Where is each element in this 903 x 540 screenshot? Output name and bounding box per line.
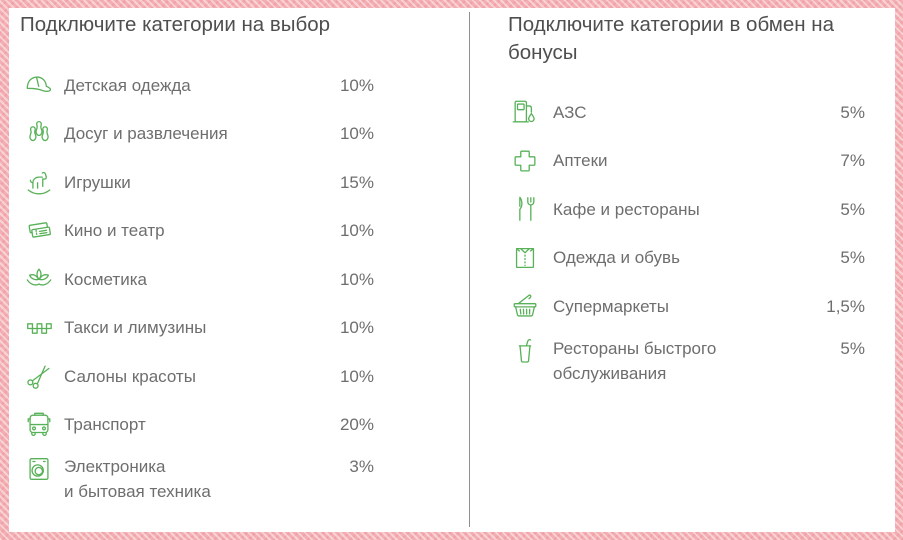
- category-row-elektronika[interactable]: Электроника и бытовая техника 3%: [24, 449, 374, 510]
- category-percent: 5%: [840, 102, 865, 122]
- category-percent: 1,5%: [826, 296, 865, 316]
- category-row-dosug[interactable]: Досуг и развлечения 10%: [24, 110, 374, 159]
- category-row-transport[interactable]: Транспорт 20%: [24, 401, 374, 450]
- shirt-icon: [510, 243, 553, 273]
- category-row-salony[interactable]: Салоны красоты 10%: [24, 352, 374, 401]
- checker-ribbon-icon: [24, 313, 64, 343]
- category-label: Аптеки: [553, 151, 608, 171]
- card-content: Подключите категории на выбор Детская од…: [9, 8, 895, 532]
- category-percent: 5%: [840, 338, 865, 358]
- category-label: Досуг и развлечения: [64, 124, 228, 144]
- category-label: АЗС: [553, 102, 587, 122]
- left-category-list: Детская одежда 10% Досуг и развлечения 1…: [24, 61, 374, 510]
- category-percent: 20%: [339, 415, 374, 435]
- lotus-icon: [24, 264, 64, 294]
- category-percent: 10%: [339, 366, 374, 386]
- category-percent: 5%: [840, 248, 865, 268]
- category-percent: 5%: [840, 199, 865, 219]
- left-column-title: Подключите категории на выбор: [20, 13, 331, 36]
- category-row-apteki[interactable]: Аптеки 7%: [510, 137, 865, 186]
- tickets-icon: [24, 216, 64, 246]
- category-percent: 10%: [339, 124, 374, 144]
- category-label: Супермаркеты: [553, 296, 670, 316]
- scissors-icon: [24, 361, 64, 391]
- category-label: Игрушки: [64, 172, 131, 192]
- basket-icon: [510, 291, 553, 321]
- cap-icon: [24, 70, 64, 100]
- cutlery-icon: [510, 194, 553, 224]
- right-category-list: АЗС 5% Аптеки 7%: [510, 88, 865, 392]
- rocking-horse-icon: [24, 167, 64, 197]
- category-percent: 10%: [339, 75, 374, 95]
- fuel-pump-icon: [510, 97, 553, 127]
- category-row-kino[interactable]: Кино и театр 10%: [24, 207, 374, 256]
- category-percent: 10%: [339, 269, 374, 289]
- category-percent: 7%: [840, 151, 865, 171]
- category-label: Электроника и бытовая техника: [64, 457, 211, 501]
- category-percent: 15%: [339, 172, 374, 192]
- category-label: Детская одежда: [64, 75, 191, 95]
- category-row-fastfood[interactable]: Рестораны быстрого обслуживания 5%: [510, 331, 865, 392]
- category-row-azs[interactable]: АЗС 5%: [510, 88, 865, 137]
- category-percent: 3%: [349, 457, 374, 476]
- category-row-kosmetika[interactable]: Косметика 10%: [24, 255, 374, 304]
- category-row-odezhda[interactable]: Одежда и обувь 5%: [510, 234, 865, 283]
- column-divider: [469, 12, 470, 527]
- category-label: Такси и лимузины: [64, 318, 207, 338]
- category-percent: 10%: [339, 318, 374, 338]
- category-row-supermarkety[interactable]: Супермаркеты 1,5%: [510, 282, 865, 331]
- washing-machine-icon: [24, 454, 64, 484]
- category-label: Рестораны быстрого обслуживания: [553, 338, 717, 383]
- pharmacy-cross-icon: [510, 146, 553, 176]
- bus-icon: [24, 410, 64, 440]
- drink-cup-icon: [510, 336, 553, 366]
- category-row-detskaya-odezhda[interactable]: Детская одежда 10%: [24, 61, 374, 110]
- category-label: Кафе и рестораны: [553, 199, 700, 219]
- category-label: Одежда и обувь: [553, 248, 680, 268]
- category-label: Кино и театр: [64, 221, 165, 241]
- right-column-title: Подключите категории в обмен на бонусы: [508, 13, 834, 64]
- category-row-taksi[interactable]: Такси и лимузины 10%: [24, 304, 374, 353]
- category-percent: 10%: [339, 221, 374, 241]
- category-row-igrushki[interactable]: Игрушки 15%: [24, 158, 374, 207]
- category-label: Косметика: [64, 269, 147, 289]
- category-label: Транспорт: [64, 415, 146, 435]
- category-label: Салоны красоты: [64, 366, 196, 386]
- bowling-pins-icon: [24, 119, 64, 149]
- category-row-kafe[interactable]: Кафе и рестораны 5%: [510, 185, 865, 234]
